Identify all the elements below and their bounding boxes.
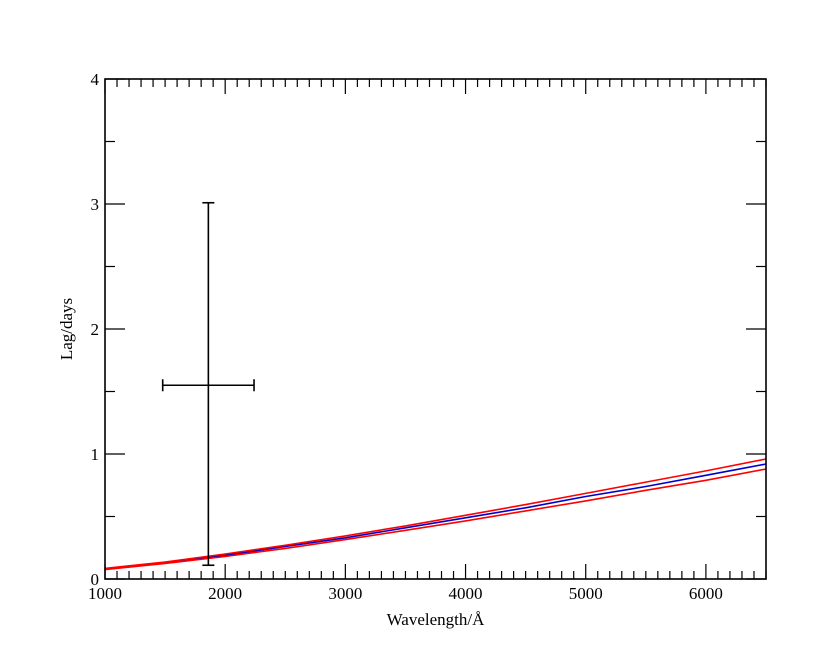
y-tick-label: 0 [91, 570, 100, 589]
x-tick-labels: 1000 2000 3000 4000 5000 6000 [88, 584, 723, 603]
axis-ticks [104, 78, 767, 580]
y-tick-label: 3 [91, 195, 100, 214]
series-line-3 [104, 468, 767, 571]
y-axis-label: Lag/days [57, 298, 76, 360]
series-line-1 [104, 463, 767, 570]
y-tick-labels: 0 1 2 3 4 [91, 70, 100, 589]
x-tick-label: 5000 [569, 584, 603, 603]
x-tick-label: 1000 [88, 584, 122, 603]
series-line-2 [104, 458, 767, 570]
x-tick-label: 3000 [328, 584, 362, 603]
y-tick-label: 1 [91, 445, 100, 464]
x-tick-label: 2000 [208, 584, 242, 603]
model-curves [104, 458, 767, 571]
measurement-errorbars [161, 201, 255, 567]
x-axis-label: Wavelength/Å [387, 610, 485, 629]
x-tick-label: 4000 [449, 584, 483, 603]
y-tick-label: 4 [91, 70, 100, 89]
x-tick-label: 6000 [689, 584, 723, 603]
plot-frame [104, 78, 767, 580]
error-point-1 [161, 201, 255, 567]
y-tick-label: 2 [91, 320, 100, 339]
